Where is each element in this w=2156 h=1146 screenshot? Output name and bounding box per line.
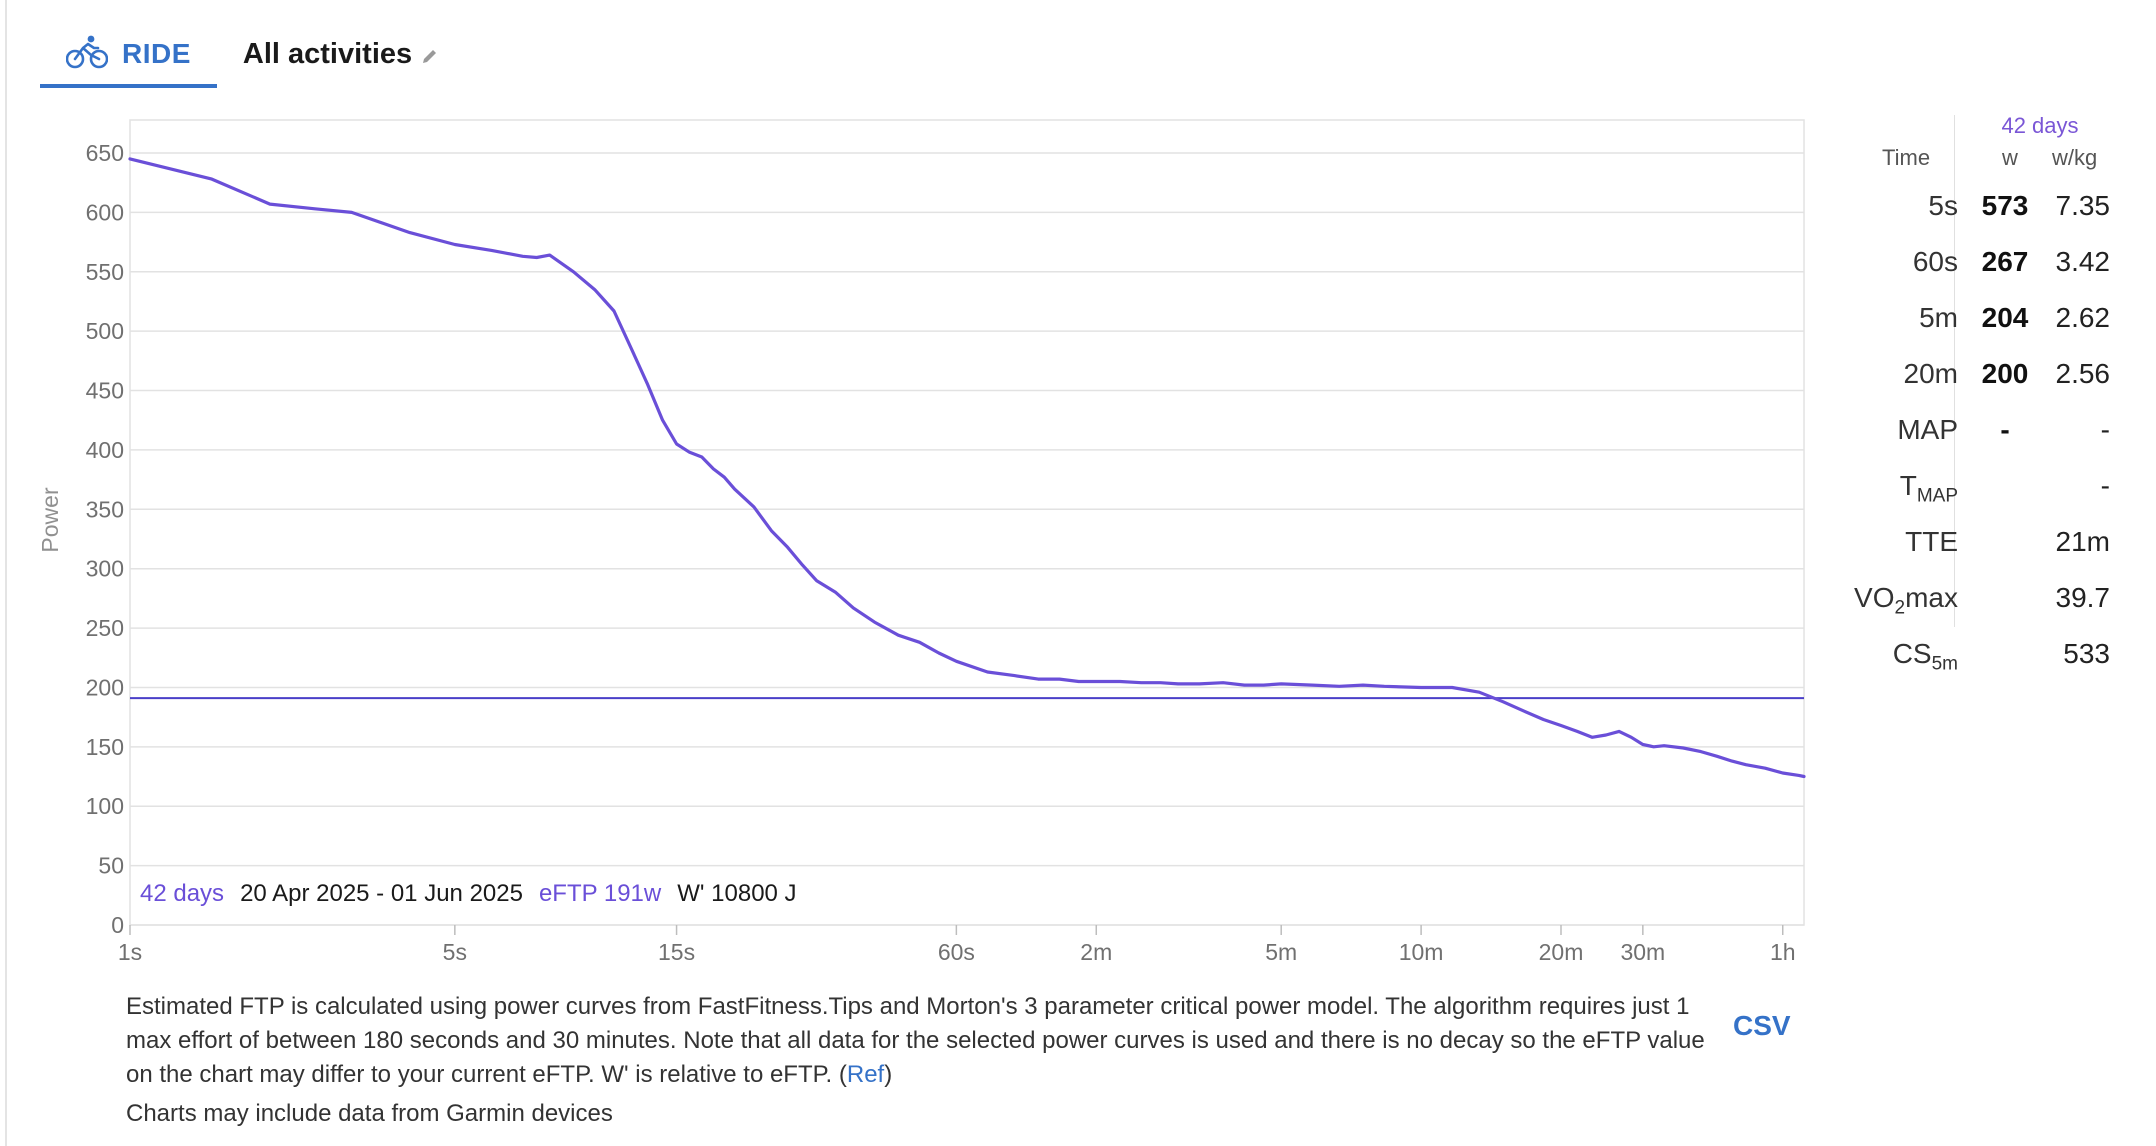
bicycle-icon	[65, 34, 109, 75]
legend-date-range: 20 Apr 2025 - 01 Jun 2025	[240, 880, 523, 907]
stat-label-vo2-post: max	[1905, 582, 1958, 613]
stat-wkg: -	[2100, 414, 2110, 445]
power-curve-chart[interactable]: 050100150200250300350400450500550600650 …	[0, 0, 2156, 960]
stats-period: 42 days	[2001, 113, 2079, 138]
stat-row: 20m 200 2.56	[1790, 358, 2110, 398]
y-tick-label: 650	[86, 140, 124, 166]
garmin-note: Charts may include data from Garmin devi…	[126, 1100, 613, 1127]
stat-row-tmap: TMAP -	[1790, 470, 2110, 510]
series-layer	[128, 157, 1806, 779]
stat-label-cs-sub: 5m	[1931, 653, 1958, 675]
stat-watts: 573	[1981, 190, 2029, 221]
y-tick-label: 100	[86, 793, 124, 819]
x-axis-ticks: 1s 5s 15s 60s 2m 5m 10m 20m 30m 1h	[118, 925, 1796, 960]
legend-wprime: W' 10800 J	[677, 880, 797, 907]
stat-vo2max-value: 39.7	[2055, 582, 2111, 613]
tab-ride[interactable]: RIDE	[40, 20, 217, 88]
eftp-explanation-close: )	[884, 1061, 893, 1088]
stat-row-vo2max: VO2max 39.7	[1790, 582, 2110, 622]
stat-tte-value: 21m	[2055, 526, 2110, 557]
stats-col-wkg: w/kg	[2052, 145, 2098, 170]
stats-col-time: Time	[1882, 145, 1931, 170]
chart-grid	[129, 119, 1805, 926]
x-tick-label: 1s	[118, 939, 142, 960]
y-tick-label: 300	[86, 556, 124, 582]
csv-button[interactable]: CSV	[1733, 1010, 1791, 1041]
stat-label-tmap: TMAP	[1900, 470, 1958, 508]
x-tick-label: 60s	[938, 939, 975, 960]
y-tick-label: 350	[86, 496, 124, 522]
stat-watts: 204	[1981, 302, 2029, 333]
legend-period: 42 days	[140, 880, 225, 907]
stat-watts: -	[2000, 414, 2010, 445]
stat-row-tte: TTE 21m	[1790, 526, 2110, 566]
pencil-icon[interactable]	[420, 46, 440, 71]
stat-row-cs: CS5m 533	[1790, 638, 2110, 678]
y-tick-label: 0	[111, 912, 124, 938]
y-tick-label: 400	[86, 437, 124, 463]
stat-label-tte: TTE	[1905, 526, 1958, 557]
x-tick-label: 1h	[1770, 939, 1796, 960]
page-left-border	[5, 0, 7, 1146]
stat-row: 5m 204 2.62	[1790, 302, 2110, 342]
tab-all-activities[interactable]: All activities	[217, 21, 466, 87]
stat-label-cs: CS5m	[1893, 638, 1958, 676]
x-tick-label: 5s	[443, 939, 467, 960]
y-tick-label: 450	[86, 378, 124, 404]
y-tick-label: 500	[86, 318, 124, 344]
stat-label-tmap-base: T	[1899, 470, 1917, 501]
x-tick-label: 5m	[1265, 939, 1297, 960]
stat-label-cs-base: CS	[1892, 638, 1932, 669]
stat-watts: 267	[1981, 246, 2029, 277]
legend-eftp: eFTP 191w	[538, 880, 662, 907]
stat-row: MAP - -	[1790, 414, 2110, 454]
ref-link[interactable]: Ref	[846, 1061, 885, 1088]
stat-wkg: 3.42	[2055, 246, 2111, 277]
stat-label-vo2-sub: 2	[1894, 597, 1906, 619]
stat-label-tmap-sub: MAP	[1916, 485, 1958, 507]
stat-label: MAP	[1897, 414, 1958, 445]
stat-tmap-value: -	[2100, 470, 2110, 501]
stat-label: 60s	[1912, 246, 1958, 277]
y-tick-label: 250	[86, 615, 124, 641]
y-tick-label: 50	[98, 853, 124, 879]
stat-wkg: 2.56	[2055, 358, 2111, 389]
stat-watts: 200	[1981, 358, 2029, 389]
stat-label: 20m	[1903, 358, 1958, 389]
stat-label: 5s	[1928, 190, 1958, 221]
y-tick-label: 600	[86, 199, 124, 225]
power-curve-line	[128, 157, 1806, 779]
tab-all-activities-label: All activities	[242, 37, 413, 70]
stat-row: 60s 267 3.42	[1790, 246, 2110, 286]
eftp-explanation: Estimated FTP is calculated using power …	[126, 990, 1706, 1092]
stat-label: 5m	[1919, 302, 1958, 333]
stats-divider	[1954, 115, 1955, 627]
stat-cs-value: 533	[2063, 638, 2110, 669]
x-tick-label: 30m	[1620, 939, 1665, 960]
y-axis-ticks: 0 50 100 150 200 250 300 350 400 450 500 550 600 650	[86, 140, 124, 938]
sport-tabs: RIDE All activities	[40, 20, 466, 88]
y-tick-label: 200	[86, 674, 124, 700]
y-tick-label: 150	[86, 734, 124, 760]
stat-wkg: 7.35	[2055, 190, 2111, 221]
eftp-explanation-text: Estimated FTP is calculated using power …	[126, 993, 1705, 1088]
chart-legend: 42 days 20 Apr 2025 - 01 Jun 2025 eFTP 1…	[140, 880, 813, 908]
x-tick-label: 2m	[1080, 939, 1112, 960]
stats-col-w: w	[2002, 145, 2018, 170]
x-tick-label: 10m	[1399, 939, 1444, 960]
x-tick-label: 15s	[658, 939, 695, 960]
stat-wkg: 2.62	[2055, 302, 2111, 333]
tab-ride-label: RIDE	[122, 38, 191, 69]
stat-row: 5s 573 7.35	[1790, 190, 2110, 230]
stat-label-vo2max: VO2max	[1854, 582, 1958, 620]
y-axis-title: Power	[37, 487, 63, 553]
y-tick-label: 550	[86, 259, 124, 285]
x-tick-label: 20m	[1539, 939, 1584, 960]
stat-label-vo2-pre: VO	[1854, 582, 1895, 613]
plot-frame	[129, 119, 1805, 926]
